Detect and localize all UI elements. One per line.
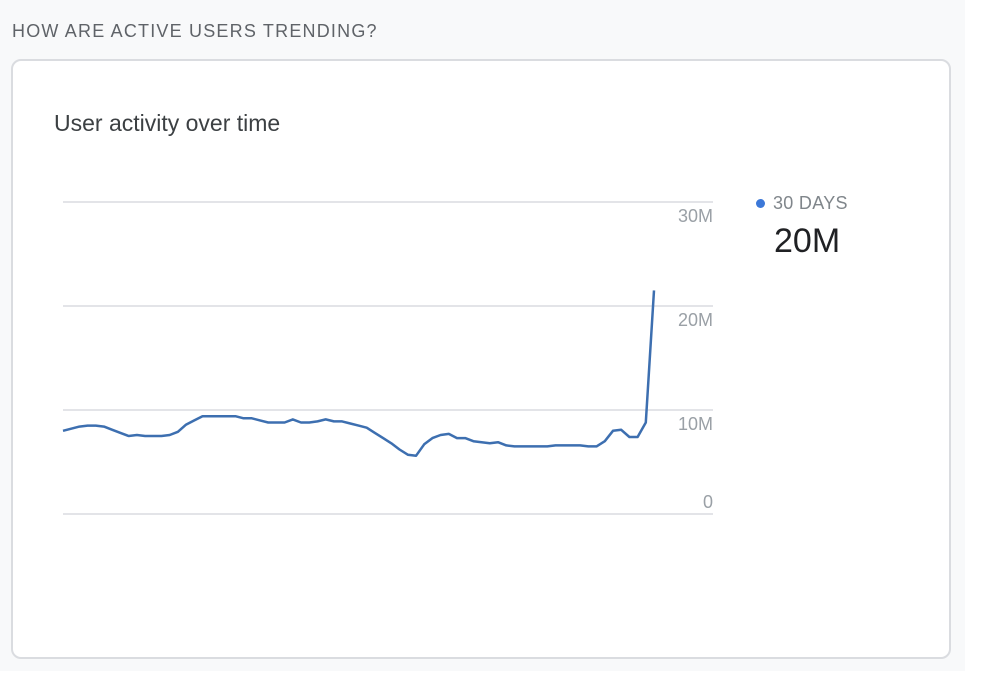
legend-row: 30 DAYS (756, 193, 848, 214)
y-tick-label: 10M (678, 414, 713, 434)
legend-value: 20M (774, 222, 841, 260)
series-layer (62, 290, 656, 458)
y-tick-label: 0 (703, 492, 713, 512)
y-tick-label: 30M (678, 206, 713, 226)
section-heading: HOW ARE ACTIVE USERS TRENDING? (12, 21, 378, 41)
y-tick-label: 20M (678, 310, 713, 330)
y-tick-labels: 0 10M 20M 30M (678, 206, 713, 512)
chart-card: User activity over time 0 10M 20M 30M 30 DA… (11, 59, 951, 659)
series-line-30-days (62, 290, 656, 458)
legend-label: 30 DAYS (773, 193, 848, 213)
chart-title: User activity over time (54, 110, 281, 136)
grid-lines (63, 201, 713, 515)
legend-marker-icon (756, 199, 765, 208)
page: HOW ARE ACTIVE USERS TRENDING? User acti… (11, 21, 951, 659)
legend: 30 DAYS 20M (756, 193, 848, 261)
line-chart: 0 10M 20M 30M (62, 201, 713, 515)
